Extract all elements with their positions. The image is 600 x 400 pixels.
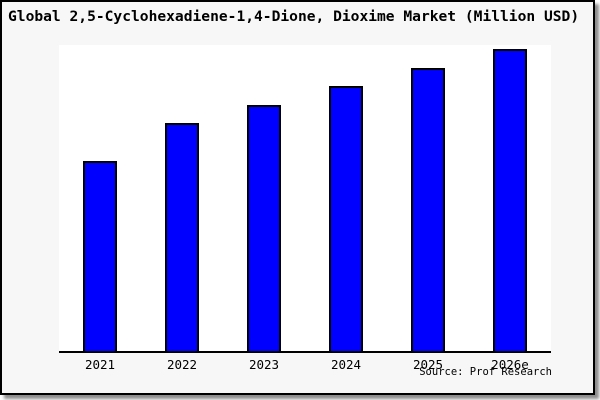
bar-slot	[469, 45, 551, 351]
chart-title: Global 2,5-Cyclohexadiene-1,4-Dione, Dio…	[8, 8, 580, 25]
bar-2021	[83, 161, 117, 351]
bar-slot	[59, 45, 141, 351]
x-axis-labels: 2021 2022 2023 2024 2025 2026e	[59, 357, 551, 372]
bar-slot	[305, 45, 387, 351]
bar-2023	[247, 105, 281, 351]
bar-2025	[411, 68, 445, 351]
plot-area	[59, 45, 551, 353]
chart-frame: Global 2,5-Cyclohexadiene-1,4-Dione, Dio…	[0, 0, 595, 395]
x-tick-label-2024: 2024	[330, 357, 362, 372]
bar-slot	[223, 45, 305, 351]
bar-2026e	[493, 49, 527, 351]
bars-container	[59, 45, 551, 351]
bar-2024	[329, 86, 363, 351]
bar-2022	[165, 123, 199, 351]
source-note: Source: Prof Research	[419, 366, 552, 378]
x-tick-label-2026e: 2026e	[491, 357, 529, 372]
bar-slot	[141, 45, 223, 351]
bar-slot	[387, 45, 469, 351]
x-tick-label-2025: 2025	[412, 357, 444, 372]
x-tick-label-2023: 2023	[248, 357, 280, 372]
x-tick-label-2022: 2022	[166, 357, 198, 372]
x-tick-label-2021: 2021	[84, 357, 116, 372]
